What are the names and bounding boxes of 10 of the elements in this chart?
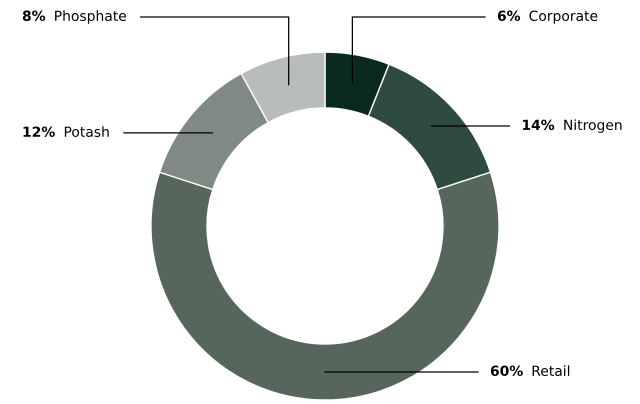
slice-label: Potash (64, 126, 109, 137)
slice-label: Nitrogen (564, 119, 622, 133)
data-label: 60% (490, 366, 523, 376)
data-label: 6% (498, 10, 520, 22)
slice-label: Corporate (529, 10, 598, 24)
slice-label: Phosphate (55, 10, 126, 24)
data-label: 12% (24, 126, 55, 137)
data-label: 8% (22, 10, 46, 22)
slice-label: Retail (532, 365, 570, 376)
data-label: 14% (522, 120, 554, 130)
